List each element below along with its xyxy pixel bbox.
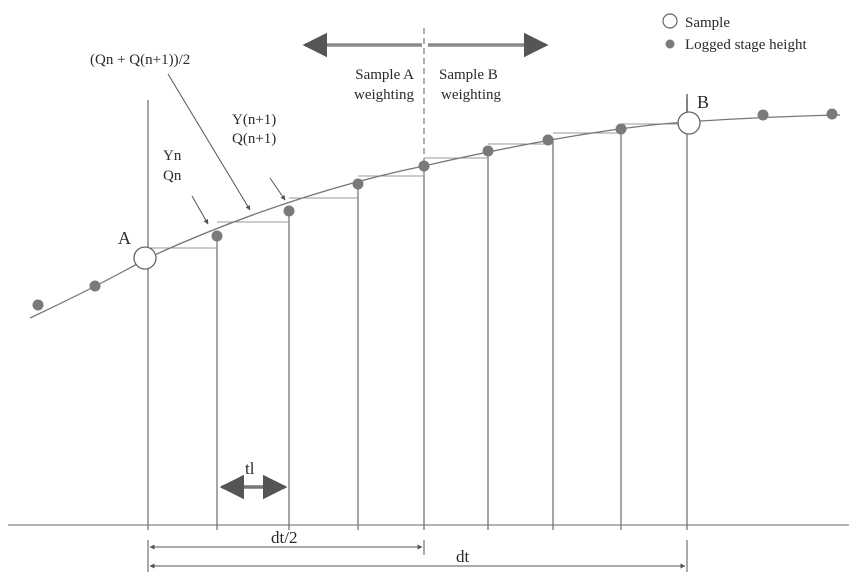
logged-point	[283, 205, 295, 217]
point-b-label: B	[697, 92, 709, 112]
sample-a-label-2: weighting	[354, 87, 414, 103]
logged-points	[32, 108, 838, 311]
dt-half-label: dt/2	[271, 528, 297, 547]
dt-label: dt	[456, 547, 470, 566]
logged-point	[757, 109, 769, 121]
logged-point	[615, 123, 627, 135]
logged-point	[32, 299, 44, 311]
yn-label: Yn	[163, 148, 182, 164]
mid-formula-pointer	[167, 73, 251, 211]
qn-label: Qn	[163, 168, 182, 184]
pointer-lines	[167, 73, 286, 225]
qn1-label: Q(n+1)	[232, 131, 276, 147]
sample-b-label-1: Sample B	[439, 67, 498, 83]
yn1-pointer	[269, 177, 286, 201]
logged-point	[211, 230, 223, 242]
logged-point	[418, 160, 430, 172]
sample-a-label-1: Sample A	[355, 67, 414, 83]
logged-point	[826, 108, 838, 120]
legend-sample-label: Sample	[685, 15, 730, 31]
vertical-lines	[147, 98, 688, 530]
legend-logged-label: Logged stage height	[685, 37, 807, 53]
sample-b-label-2: weighting	[441, 87, 501, 103]
stage-height-curve	[29, 114, 841, 319]
sample-point-a	[133, 246, 157, 270]
legend-sample-marker	[662, 13, 678, 29]
logged-point	[89, 280, 101, 292]
logged-point	[352, 178, 364, 190]
sample-point-b	[677, 111, 701, 135]
step-lines	[148, 123, 687, 249]
logged-point	[482, 145, 494, 157]
yn1-label: Y(n+1)	[232, 112, 276, 128]
mid-formula-label: (Qn + Q(n+1))/2	[90, 52, 190, 68]
logged-point	[542, 134, 554, 146]
legend-logged-marker	[665, 39, 675, 49]
yn-pointer	[191, 195, 209, 225]
tl-label: tl	[245, 459, 255, 478]
point-a-label: A	[118, 228, 131, 248]
legend: Sample Logged stage height	[662, 13, 807, 53]
